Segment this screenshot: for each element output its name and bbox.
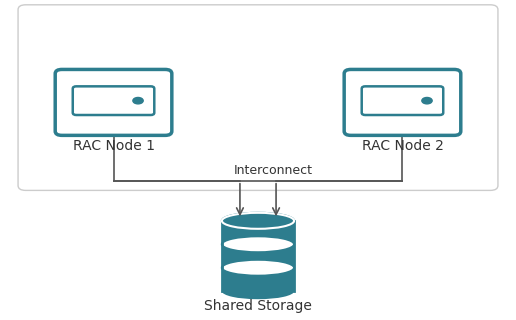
Text: Interconnect: Interconnect xyxy=(234,164,313,177)
Ellipse shape xyxy=(222,213,294,229)
Ellipse shape xyxy=(222,236,294,252)
FancyBboxPatch shape xyxy=(55,69,172,135)
FancyBboxPatch shape xyxy=(362,86,443,115)
Text: RAC Node 2: RAC Node 2 xyxy=(362,139,443,153)
Circle shape xyxy=(133,98,143,104)
Polygon shape xyxy=(222,221,294,291)
FancyBboxPatch shape xyxy=(344,69,461,135)
FancyBboxPatch shape xyxy=(18,5,498,190)
Ellipse shape xyxy=(222,260,294,276)
Text: Shared Storage: Shared Storage xyxy=(204,299,312,313)
Ellipse shape xyxy=(222,283,294,299)
FancyBboxPatch shape xyxy=(73,86,154,115)
Text: RAC Node 1: RAC Node 1 xyxy=(73,139,154,153)
Ellipse shape xyxy=(222,213,294,229)
Circle shape xyxy=(422,98,432,104)
Ellipse shape xyxy=(222,213,294,229)
